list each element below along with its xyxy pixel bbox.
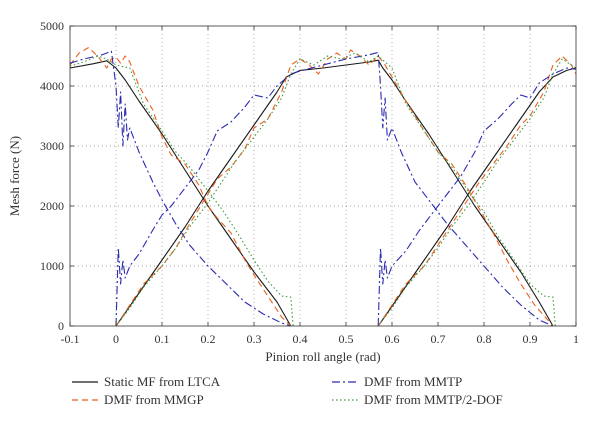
legend-item: DMF from MMTP/2-DOF <box>332 392 503 407</box>
x-axis-label: Pinion roll angle (rad) <box>265 349 380 364</box>
x-tick-label: 0.5 <box>339 332 354 346</box>
legend-label: DMF from MMGP <box>104 392 204 407</box>
plot-frame <box>69 25 577 327</box>
series-line <box>377 58 577 327</box>
grid-layer <box>70 26 576 326</box>
series-layer <box>69 47 577 327</box>
y-tick-label: 1000 <box>40 259 64 273</box>
series-line <box>115 49 554 327</box>
series-line <box>69 60 292 327</box>
series-line <box>115 59 554 327</box>
y-tick-label: 5000 <box>40 19 64 33</box>
legend-label: Static MF from LTCA <box>104 374 221 389</box>
x-tick-label: 0.8 <box>477 332 492 346</box>
series-3 <box>69 50 577 327</box>
legend-item: Static MF from LTCA <box>72 374 221 389</box>
y-tick-label: 4000 <box>40 79 64 93</box>
x-tick-label: 0.2 <box>201 332 216 346</box>
y-tick-label: 3000 <box>40 139 64 153</box>
legend-label: DMF from MMTP/2-DOF <box>364 392 503 407</box>
legend: Static MF from LTCA DMF from MMTP DMF from… <box>72 374 503 407</box>
series-line <box>115 52 556 327</box>
legend-item: DMF from MMTP <box>332 374 462 389</box>
series-1 <box>69 59 577 327</box>
x-tick-label: 0.4 <box>293 332 308 346</box>
x-tick-label: 0.1 <box>155 332 170 346</box>
x-tick-label: 1 <box>573 332 579 346</box>
x-tick-label: 0.9 <box>523 332 538 346</box>
series-line <box>69 47 292 327</box>
series-line <box>377 67 577 327</box>
series-4 <box>69 52 577 327</box>
x-tick-label: 0 <box>113 332 119 346</box>
series-line <box>69 50 291 327</box>
series-line <box>377 55 577 327</box>
y-tick-label: 0 <box>58 319 64 333</box>
legend-item: DMF from MMGP <box>72 392 204 407</box>
y-tick-label: 2000 <box>40 199 64 213</box>
x-tick-label: -0.1 <box>61 332 80 346</box>
series-line <box>377 67 577 327</box>
tick-layer: -0.1 0 0.1 0.2 0.3 0.4 0.5 0.6 0.7 0.8 0.9 10100020… <box>40 19 579 346</box>
x-tick-label: 0.6 <box>385 332 400 346</box>
series-line <box>115 51 554 327</box>
legend-label: DMF from MMTP <box>364 374 462 389</box>
x-tick-label: 0.7 <box>431 332 446 346</box>
y-axis-label: Mesh force (N) <box>7 136 22 216</box>
x-tick-label: 0.3 <box>247 332 262 346</box>
series-2 <box>69 47 577 327</box>
